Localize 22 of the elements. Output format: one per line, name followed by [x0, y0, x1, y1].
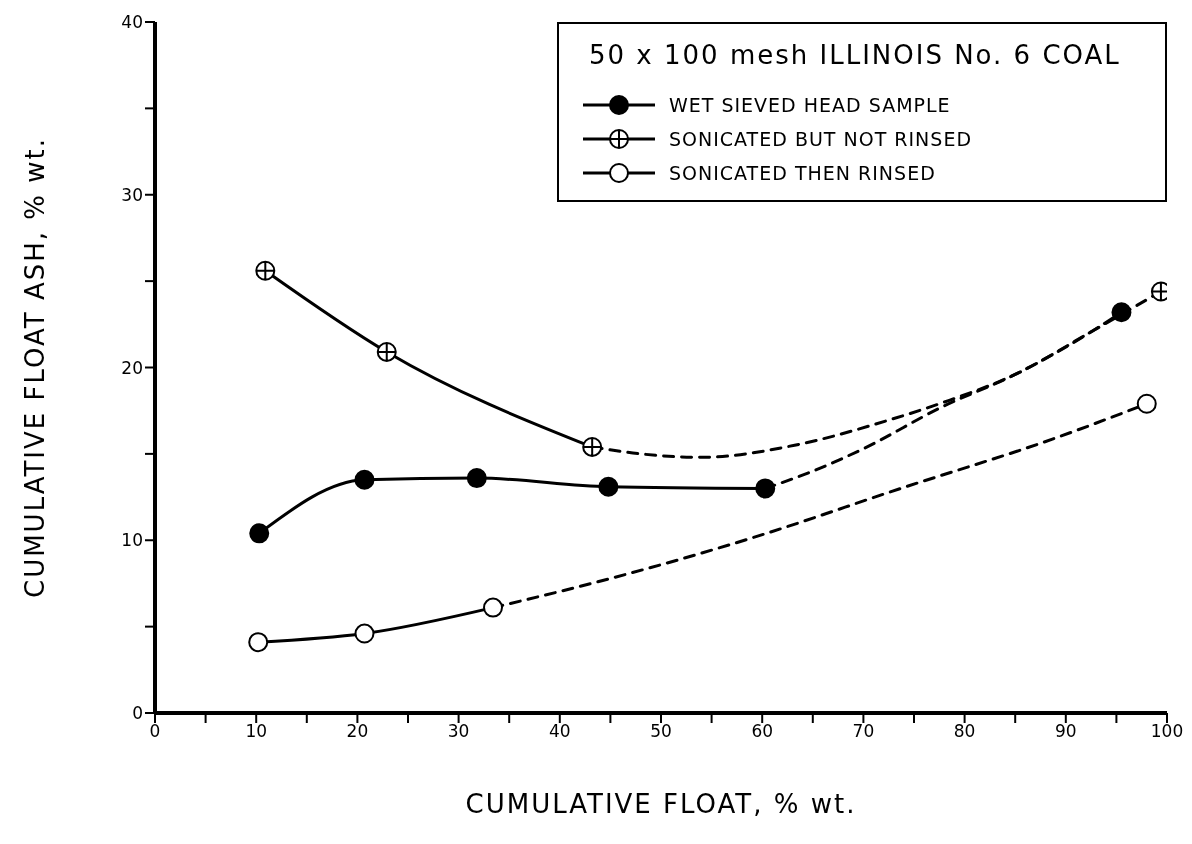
legend-label: WET SIEVED HEAD SAMPLE — [669, 94, 951, 116]
x-tick-label: 10 — [245, 721, 268, 742]
y-tick-label: 40 — [121, 12, 143, 33]
x-tick-label: 100 — [1150, 721, 1184, 742]
y-tick-label: 30 — [121, 184, 143, 205]
x-tick-label: 70 — [852, 721, 875, 742]
y-tick-label: 0 — [132, 703, 143, 724]
x-tick-label: 0 — [149, 721, 161, 742]
legend-label: SONICATED THEN RINSED — [669, 162, 936, 184]
x-tick-label: 60 — [751, 721, 774, 742]
x-tick-label: 50 — [650, 721, 672, 742]
x-tick-label: 20 — [346, 721, 369, 742]
x-tick-label: 30 — [447, 721, 470, 742]
y-tick-label: 10 — [121, 530, 143, 551]
x-axis-title: CUMULATIVE FLOAT, % wt. — [465, 789, 857, 819]
x-tick-label: 80 — [953, 721, 976, 742]
y-axis-title: CUMULATIVE FLOAT ASH, % wt. — [20, 136, 51, 599]
legend-title: 50 x 100 mesh ILLINOIS No. 6 COAL — [589, 40, 1122, 70]
x-tick-label: 40 — [548, 721, 571, 742]
legend-label: SONICATED BUT NOT RINSED — [669, 128, 973, 150]
x-tick-label: 90 — [1054, 721, 1077, 742]
y-tick-label: 20 — [121, 357, 143, 378]
